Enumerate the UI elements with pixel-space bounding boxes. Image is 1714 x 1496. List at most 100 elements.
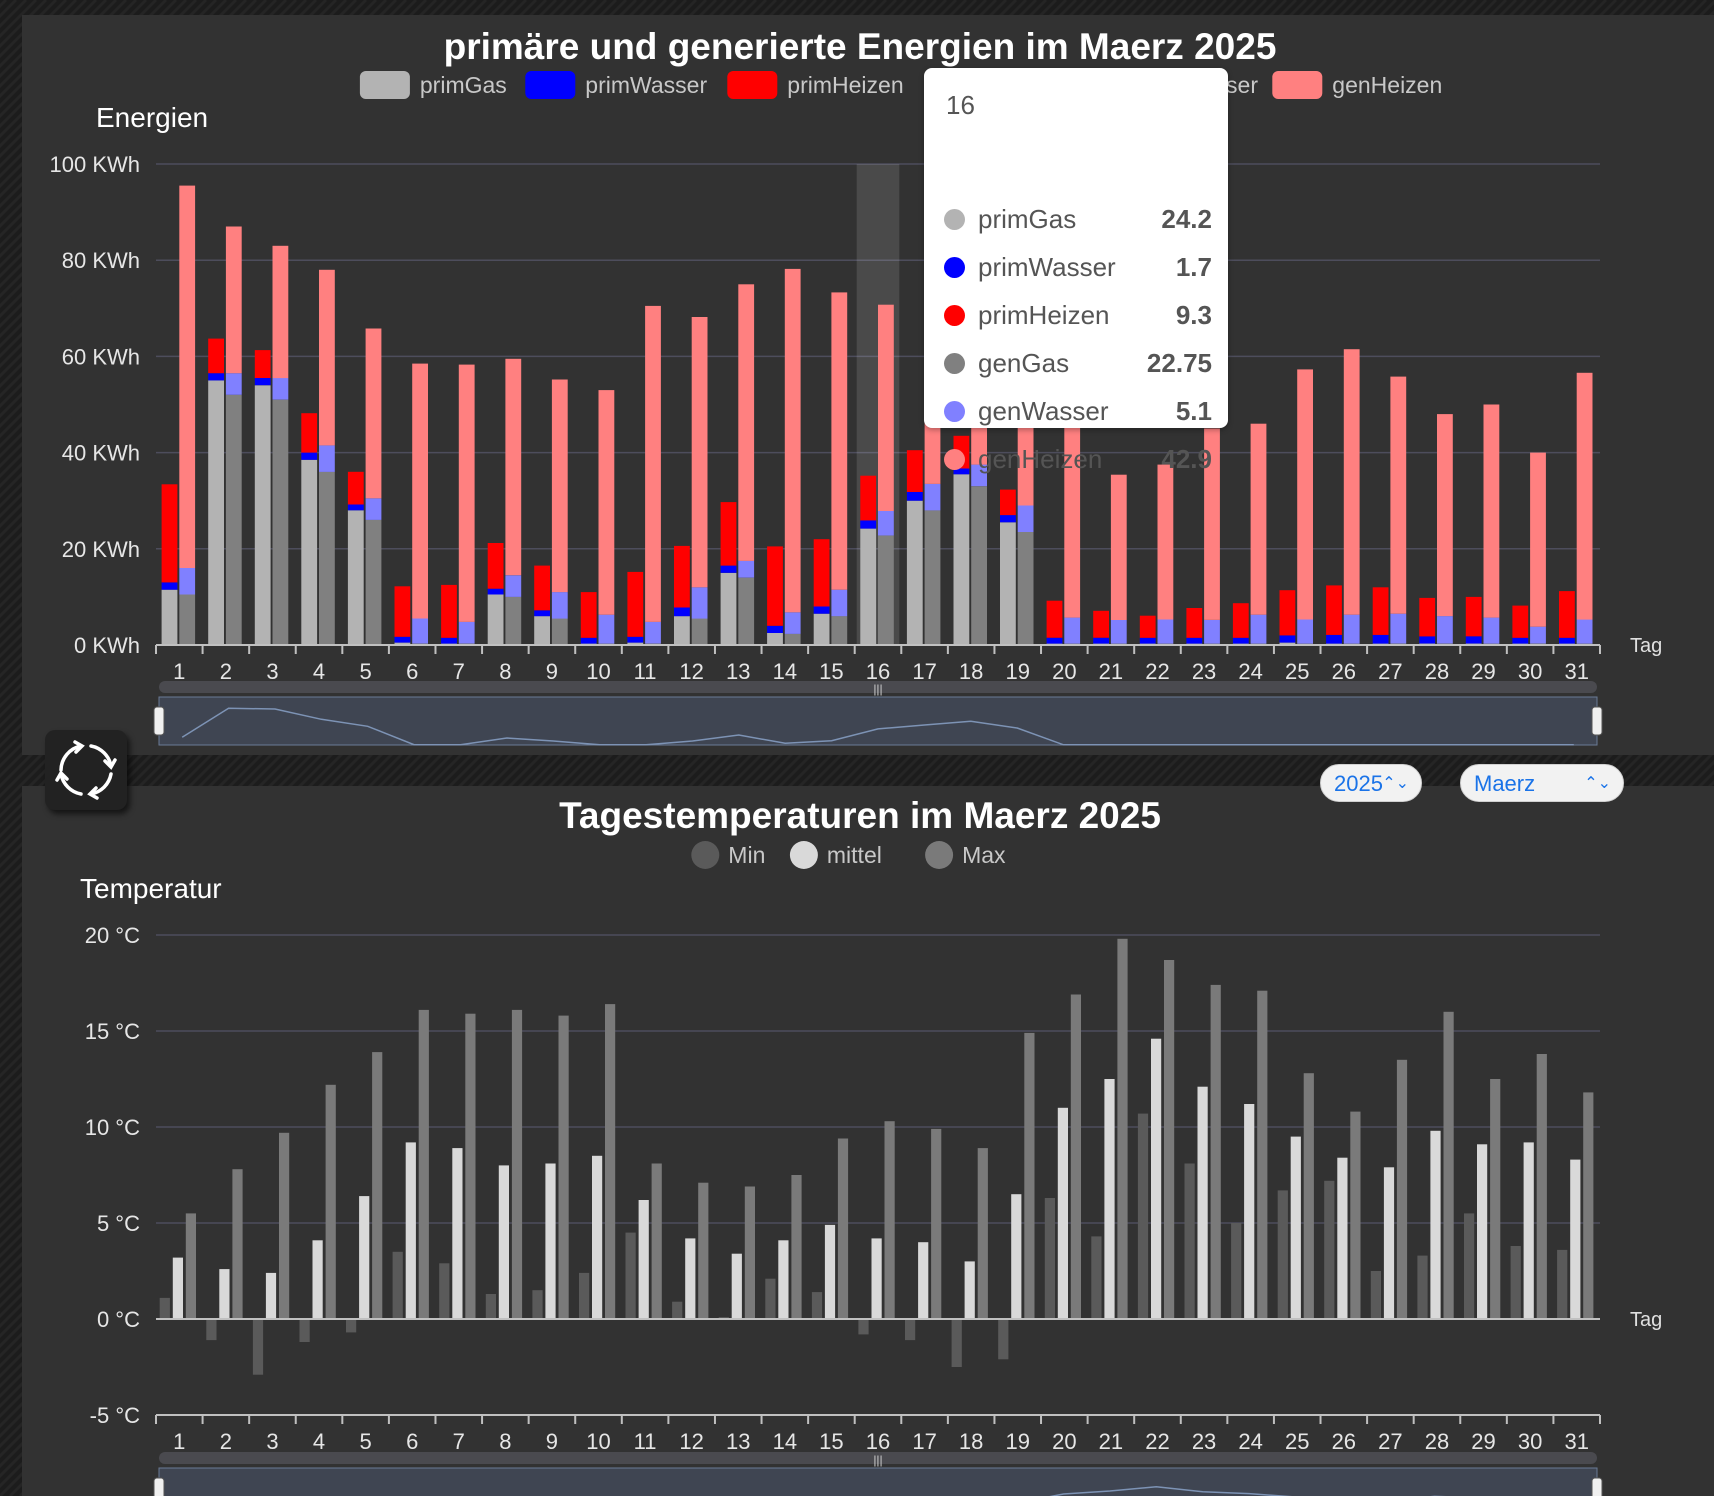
legend-label: Min [728,842,765,868]
bar-primGas [208,380,224,645]
bar-mittel [1477,1144,1488,1319]
bar-primHeizen [1465,596,1482,637]
bar-genWasser [971,464,987,487]
bar-mittel [778,1240,789,1319]
x-tick-label: 18 [959,659,983,684]
bar-primGas [347,510,364,645]
bar-primWasser [208,373,224,381]
legend-item: genHeizen [1272,71,1442,99]
bar-Min [858,1319,869,1335]
x-tick-label: 14 [773,659,797,684]
bar-primWasser [161,582,178,590]
bar-Min [1044,1198,1055,1319]
bar-primWasser [254,378,271,386]
bar-mittel [1337,1157,1348,1319]
x-tick-label: 6 [406,659,418,684]
tooltip-series-value: 42.9 [1161,444,1212,474]
stack-prim [161,338,1575,645]
bar-Min [1417,1255,1428,1319]
x-tick-label: 27 [1378,1429,1402,1454]
bar-Max [1536,1054,1547,1319]
bar-genGas [878,535,894,645]
bar-mittel [452,1148,463,1319]
bar-genHeizen [179,185,196,568]
bar-Max [1164,960,1175,1319]
bar-primWasser [1279,635,1296,643]
bar-Min [299,1319,310,1342]
bar-Min [1510,1246,1521,1319]
bar-primWasser [720,565,737,573]
bar-primWasser [1232,637,1249,644]
bar-genWasser [458,621,475,644]
bar-genWasser [1437,616,1453,644]
y-tick-label: 20 °C [85,923,140,948]
year-select[interactable]: 2025 ⌃⌄ [1320,764,1422,802]
bar-genWasser [1204,620,1220,644]
legend-item: Min [691,841,765,869]
refresh-button[interactable] [45,730,127,810]
bar-primWasser [1512,637,1529,644]
tooltip-series-name: primWasser [978,252,1116,282]
bar-mittel [824,1224,836,1319]
month-select[interactable]: Maerz ⌃⌄ [1460,764,1624,802]
bar-genWasser [1576,619,1593,644]
bar-primGas [1279,642,1296,645]
bar-primHeizen [1139,615,1156,638]
bar-genHeizen [458,364,475,622]
bar-primHeizen [347,471,364,505]
bar-primWasser [953,468,970,475]
bar-primHeizen [720,502,737,566]
bar-mittel [592,1155,603,1319]
x-tick-label: 7 [453,1429,465,1454]
bar-genHeizen [738,284,755,561]
legend: primGasprimWasserprimHeizengenGasgenWass… [359,71,1442,99]
year-select-value: 2025 [1334,771,1383,796]
y-tick-label: 40 KWh [62,441,140,466]
bar-Min [1184,1163,1195,1319]
bar-genWasser [1157,619,1174,644]
bar-genWasser [738,560,755,578]
bar-genWasser [831,589,848,617]
bar-primHeizen [487,543,504,589]
x-tick-label: 13 [726,659,750,684]
bar-genGas [551,618,568,645]
bar-primWasser [813,606,830,614]
bar-mittel [265,1272,277,1319]
bar-primGas [953,474,970,645]
bar-primWasser [1326,634,1342,644]
x-tick-label: 24 [1238,1429,1262,1454]
bar-Max [511,1009,523,1319]
tooltip-row: genWasser 5.1 [944,392,1212,432]
bar-Min [998,1319,1009,1360]
bar-Min [625,1232,636,1319]
bar-Min [951,1319,962,1367]
x-tick-label: 16 [866,1429,890,1454]
x-tick-label: 10 [586,1429,610,1454]
x-tick-label: 29 [1471,659,1495,684]
bar-primHeizen [580,592,597,638]
bar-mittel [498,1165,509,1319]
bar-mittel [172,1257,183,1319]
tooltip-series-value: 9.3 [1175,300,1212,330]
bar-genGas [272,399,289,645]
bar-genWasser [179,568,196,595]
bar-genWasser [878,511,894,536]
tooltip-series-name: primHeizen [978,300,1110,330]
bar-Min [532,1290,543,1319]
bar-Min [1370,1271,1381,1319]
bar-Max [931,1128,942,1319]
bar-primHeizen [1279,590,1296,636]
bar-primWasser [674,607,690,617]
bar-primGas [487,594,504,645]
bar-primHeizen [1559,591,1575,638]
bar-mittel [1057,1107,1068,1319]
tooltip-row: primHeizen 9.3 [944,296,1212,336]
x-tick-label: 25 [1285,659,1309,684]
x-tick-label: 27 [1378,659,1402,684]
bar-Min [1137,1113,1149,1319]
x-tick-label: 31 [1564,659,1588,684]
series-Min [159,1113,1568,1375]
bar-genGas [784,633,801,645]
bar-Max [791,1175,802,1319]
series-mittel [172,1038,1581,1319]
